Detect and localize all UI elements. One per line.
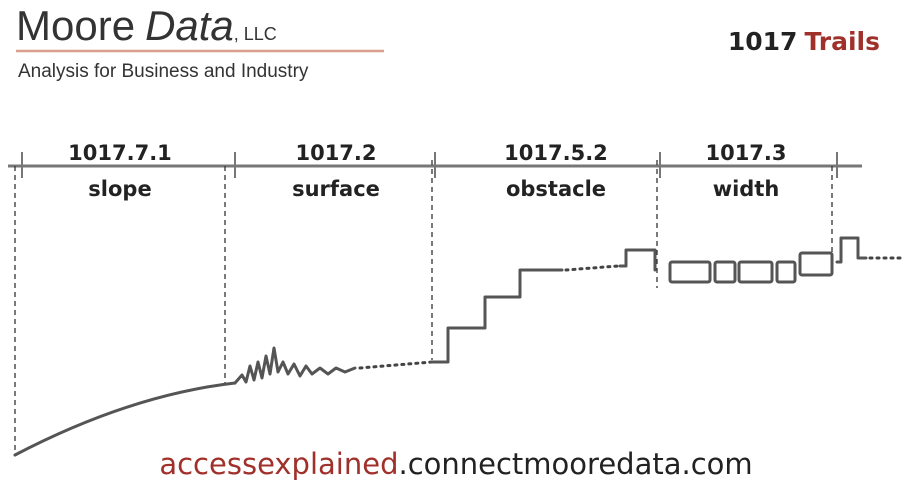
trail-sketch <box>15 238 902 455</box>
section-code: 1017.5.2 <box>504 141 608 165</box>
brand-name: Moore <box>16 2 135 49</box>
footer-url: accessexplained.connectmooredata.com <box>159 447 752 480</box>
section-code: 1017.3 <box>705 141 786 165</box>
section-title: Trails <box>804 27 880 56</box>
dividers <box>15 160 832 455</box>
sections: 1017.7.1 slope 1017.2 surface 1017.5.2 obstac… <box>68 141 786 201</box>
section-label: obstacle <box>506 177 606 201</box>
section-label: width <box>713 177 780 201</box>
footer-highlight: accessexplained <box>159 447 398 480</box>
tagline: Analysis for Business and Industry <box>18 61 309 82</box>
section-code: 1017.2 <box>295 141 376 165</box>
section-label: surface <box>292 177 380 201</box>
section-label: slope <box>88 177 151 201</box>
section-number: 1017 <box>728 27 798 56</box>
footer-domain: .connectmooredata.com <box>398 447 752 480</box>
section-code: 1017.7.1 <box>68 141 172 165</box>
slide: MooreData, LLC Analysis for Business and… <box>0 0 912 480</box>
brand-italic: Data <box>145 2 234 49</box>
brand-suffix: , LLC <box>234 24 277 44</box>
